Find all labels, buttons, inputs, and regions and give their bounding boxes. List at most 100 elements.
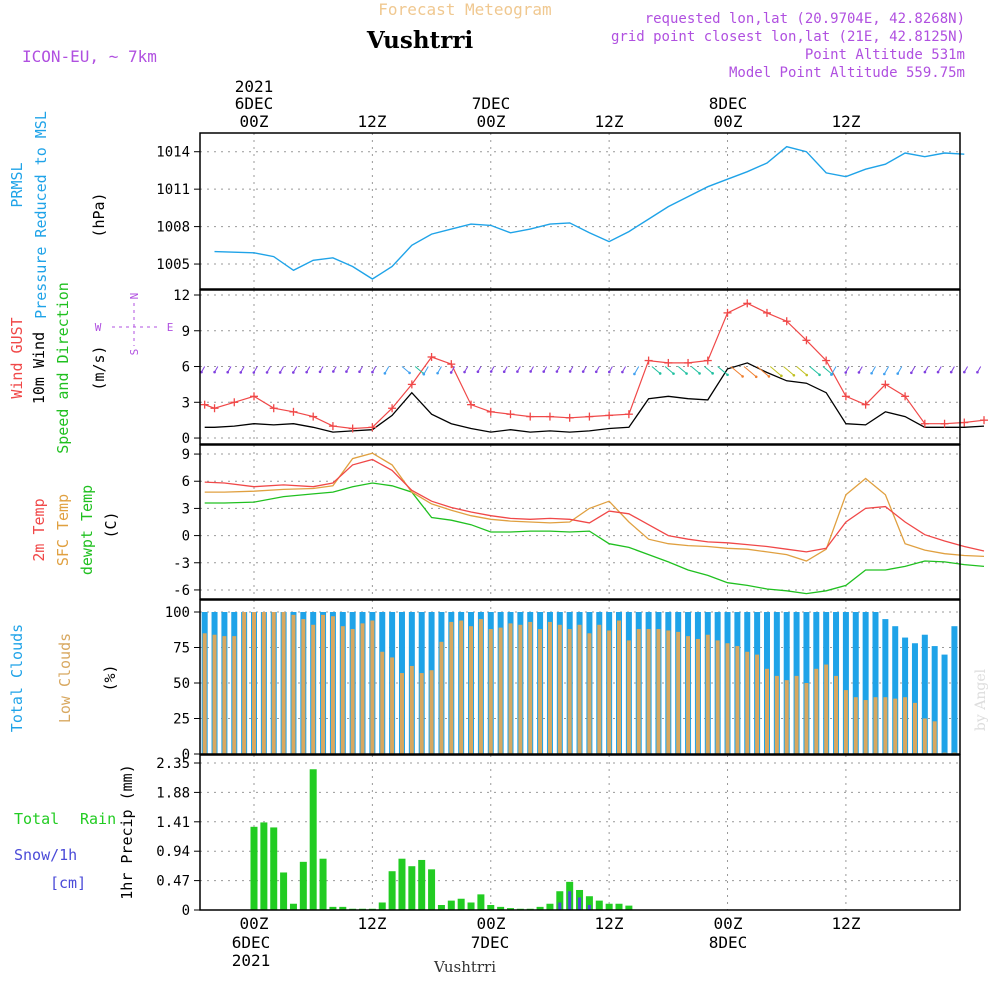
wind-arrow-head — [542, 370, 546, 373]
chart-top-title: Forecast Meteogram — [378, 0, 551, 19]
low-cloud-bar — [922, 718, 927, 754]
wind-arrow-head — [780, 374, 783, 378]
snow-bar — [578, 897, 582, 910]
wind-arrow — [796, 366, 808, 376]
low-cloud-bar — [617, 620, 622, 754]
low-cloud-bar — [291, 614, 296, 754]
low-cloud-bar — [646, 629, 651, 754]
rain-bar — [378, 902, 386, 910]
wind-arrow — [830, 366, 837, 375]
credit-text: by Angel — [973, 668, 989, 731]
low-cloud-bar — [311, 624, 316, 754]
wind-arrow-head — [436, 371, 439, 375]
y-tick-label: 9 — [182, 324, 190, 340]
footer-station: Vushtrri — [433, 958, 496, 976]
wind-arrow-head — [818, 373, 821, 377]
rain-bar — [506, 908, 514, 910]
total-cloud-bar — [941, 654, 948, 754]
low-cloud-bar — [607, 630, 612, 754]
rain-bar — [299, 861, 307, 910]
low-cloud-bar — [912, 702, 917, 754]
wind-arrow — [704, 366, 713, 374]
wind-10m-label: 10m Wind — [30, 332, 48, 404]
low-cloud-bar — [705, 634, 710, 754]
low-cloud-bar — [439, 641, 444, 754]
top-hour-label: 12Z — [832, 112, 861, 131]
low-cloud-bar — [271, 612, 276, 754]
low-cloud-bar — [695, 638, 700, 754]
y-tick-label: 2.35 — [156, 756, 190, 772]
wind-arrow — [423, 366, 429, 375]
wind-arrow-head — [332, 370, 335, 373]
y-tick-label: 1014 — [156, 145, 190, 161]
low-cloud-bar — [459, 620, 464, 754]
total-cloud-bar — [951, 626, 958, 754]
low-cloud-bar — [429, 670, 434, 754]
wind-arrow-head — [844, 371, 848, 374]
total-cloud-bar — [902, 637, 909, 754]
wind-arrow-head — [371, 370, 374, 374]
y-tick-label: 0.47 — [156, 874, 190, 890]
rain-bar — [447, 900, 455, 910]
y-tick-label: 0 — [182, 747, 190, 763]
dewpt-line — [204, 482, 985, 595]
panel-frame — [199, 444, 961, 600]
wind-arrow — [897, 366, 903, 374]
rain-bar — [289, 903, 297, 910]
low-cloud-bar — [409, 665, 414, 754]
total-cloud-bar — [921, 634, 928, 754]
wind-arrow — [691, 366, 700, 374]
wind-arrow-head — [792, 373, 796, 377]
low-cloud-bar — [715, 640, 720, 754]
bottom-year-label: 2021 — [232, 951, 271, 970]
y-tick-label: 0 — [182, 903, 190, 919]
bottom-hour-label: 00Z — [477, 914, 506, 933]
clouds-unit-label: (%) — [101, 664, 119, 691]
wind-arrow — [730, 366, 743, 377]
wind-arrow-head — [805, 373, 809, 377]
pressure-unit-label: (hPa) — [90, 192, 108, 237]
sfc-temp-label: SFC Temp — [54, 494, 72, 566]
low-cloud-bar — [350, 629, 355, 754]
low-cloud-bar — [843, 690, 848, 754]
wind-arrow-head — [711, 372, 714, 375]
wind-arrow-head — [476, 370, 480, 373]
wind-arrow — [756, 366, 770, 377]
low-cloud-bar — [597, 624, 602, 754]
low-cloud-bar — [252, 612, 256, 754]
rain-bar — [477, 894, 485, 910]
rain-bar — [615, 903, 623, 910]
wind-arrow-head — [976, 370, 979, 374]
low-cloud-bar — [449, 621, 454, 754]
wind-arrow-head — [292, 371, 295, 374]
wind-arrow — [664, 366, 674, 374]
wind-arrow-head — [658, 372, 662, 375]
wind-arrow-head — [726, 373, 729, 377]
panel-frame — [199, 754, 961, 911]
bottom-hour-label: 12Z — [832, 914, 861, 933]
low-cloud-bar — [498, 627, 503, 754]
total-cloud-bar — [842, 612, 849, 754]
low-cloud-bar — [893, 698, 898, 754]
bottom-day-label: 8DEC — [709, 933, 748, 952]
y-tick-label: 50 — [173, 676, 190, 692]
rain-bar — [408, 866, 416, 910]
wind-arrow-head — [252, 371, 256, 374]
rain-bar — [457, 898, 465, 910]
wind-speed-direction-label: Speed and Direction — [54, 282, 72, 454]
wind-arrow — [414, 366, 424, 375]
compass-w: W — [95, 321, 102, 334]
wind-arrow — [384, 366, 390, 374]
station-name: Vushtrri — [366, 27, 474, 54]
wind-arrow-head — [529, 370, 532, 373]
top-hour-label: 00Z — [240, 112, 269, 131]
y-tick-label: 0.94 — [156, 844, 190, 860]
low-cloud-bar — [242, 612, 247, 754]
low-cloud-bar — [735, 646, 740, 754]
top-day-label: 7DEC — [472, 94, 511, 113]
wind-arrow-head — [226, 370, 229, 374]
wind-arrow-head — [857, 371, 861, 374]
low-cloud-bar — [784, 680, 789, 754]
wind-arrow — [717, 366, 728, 376]
